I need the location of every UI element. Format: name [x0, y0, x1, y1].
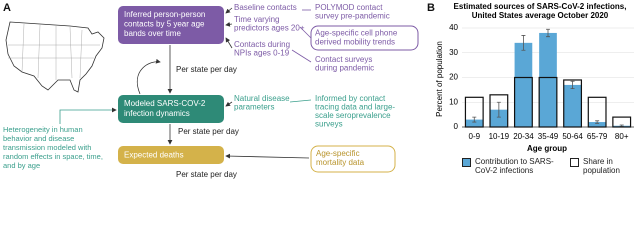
x-tick-label: 0-9: [469, 132, 481, 141]
source-text: scale seroprevalence: [315, 111, 391, 120]
rate-label: Per state per day: [176, 65, 237, 74]
note-line: transmission modeled with: [3, 143, 91, 152]
source-link: [289, 99, 312, 103]
y-axis-label: Percent of population: [435, 41, 444, 117]
x-axis-label: Age group: [527, 144, 567, 153]
legend-swatch: [570, 158, 579, 167]
note-line: and by age: [3, 161, 40, 170]
box-text: Inferred person-person: [124, 10, 205, 19]
source-text: Informed by contact: [315, 94, 386, 103]
bar: [489, 94, 509, 128]
box-text: Expected deaths: [124, 151, 184, 160]
error-bar: [496, 101, 501, 118]
heterogeneity-note: Heterogeneity in human behavior and dise…: [3, 125, 103, 170]
input-text: parameters: [234, 103, 274, 112]
box-text: contacts by 5 year age: [124, 20, 205, 29]
panel-label: A: [3, 2, 11, 14]
bar: [563, 79, 583, 128]
box-text: Modeled SARS-COV-2: [124, 99, 206, 108]
bar: [538, 76, 558, 128]
figure: A Inferred person-person contacts by 5 y…: [3, 2, 634, 179]
error-bar: [472, 116, 477, 123]
error-bar: [570, 80, 575, 90]
source-text: Contact surveys: [315, 55, 372, 64]
us-map: [5, 21, 105, 93]
legend-label: Contribution to SARS-CoV-2 infections: [475, 157, 554, 175]
source-text: during pandemic: [315, 64, 374, 73]
y-tick-label: 0: [454, 122, 459, 131]
error-bar: [546, 28, 550, 38]
source-text: surveys: [315, 120, 343, 129]
error-bar: [595, 120, 600, 124]
x-tick-label: 65-79: [587, 132, 608, 141]
x-tick-label: 80+: [615, 132, 629, 141]
x-tick-label: 20-34: [513, 132, 534, 141]
y-tick-label: 30: [449, 48, 458, 57]
bar: [539, 32, 557, 128]
y-tick-label: 20: [449, 73, 458, 82]
infection-box: [118, 95, 224, 123]
source-text: survey pre-pandemic: [315, 12, 390, 21]
rate-label: Per state per day: [178, 127, 239, 136]
deaths-box: [118, 146, 224, 164]
box-text: bands over time: [124, 29, 181, 38]
note-line: Heterogeneity in human: [3, 125, 83, 134]
bar: [612, 116, 632, 128]
input-text: NPIs ages 0-19: [234, 49, 290, 58]
panel-label: B: [427, 2, 435, 14]
source-text: derived mobility trends: [315, 38, 395, 47]
bar: [465, 119, 484, 127]
source-text: Age-specific: [316, 149, 360, 158]
heterogeneity-link: [59, 107, 117, 124]
legend-item: Share in population: [570, 157, 633, 175]
source-text: Age-specific cell phone: [315, 29, 398, 38]
bar: [563, 84, 582, 127]
mortality-source-box: [310, 145, 396, 173]
us-map-borders: [8, 23, 100, 80]
box-text: infection dynamics: [124, 109, 190, 118]
input-text: Natural disease: [234, 94, 290, 103]
y-tick-label: 10: [449, 97, 458, 106]
source-text: POLYMOD contact: [315, 3, 383, 12]
x-tick-label: 10-19: [489, 132, 510, 141]
error-bar: [521, 35, 526, 51]
input-text: Baseline contacts: [234, 3, 297, 12]
legend-swatch: [462, 158, 471, 167]
source-links: [291, 9, 312, 63]
chart-title: Estimated sources of SARS-CoV-2 infectio…: [454, 2, 627, 11]
bar: [490, 109, 508, 127]
legend-label: Share in population: [583, 157, 620, 175]
note-line: behavior and disease: [3, 134, 74, 143]
y-tick-label: 40: [449, 23, 458, 32]
rate-label: Per state per day: [176, 170, 237, 179]
note-line: random effects in space, time,: [3, 152, 103, 161]
bar: [513, 76, 533, 128]
chart-subtitle: United States average October 2020: [472, 11, 609, 20]
source-text: tracing data and large-: [315, 103, 395, 112]
page: {"panel_a": {"label": "A", "model_boxes"…: [3, 1, 634, 180]
x-tick-label: 35-49: [538, 132, 559, 141]
arrows: [137, 7, 310, 159]
bar: [464, 96, 484, 128]
bar: [514, 42, 533, 127]
contacts-box: [118, 6, 224, 44]
input-text: Contacts during: [234, 40, 290, 49]
bar: [588, 122, 606, 127]
input-text: predictors ages 20+: [234, 24, 305, 33]
legend-item: Contribution to SARS-CoV-2 infections: [462, 157, 563, 175]
x-tick-label: 50-64: [562, 132, 583, 141]
input-text: Time varying: [234, 15, 280, 24]
source-text: mortality data: [316, 158, 365, 167]
bar: [587, 96, 607, 128]
